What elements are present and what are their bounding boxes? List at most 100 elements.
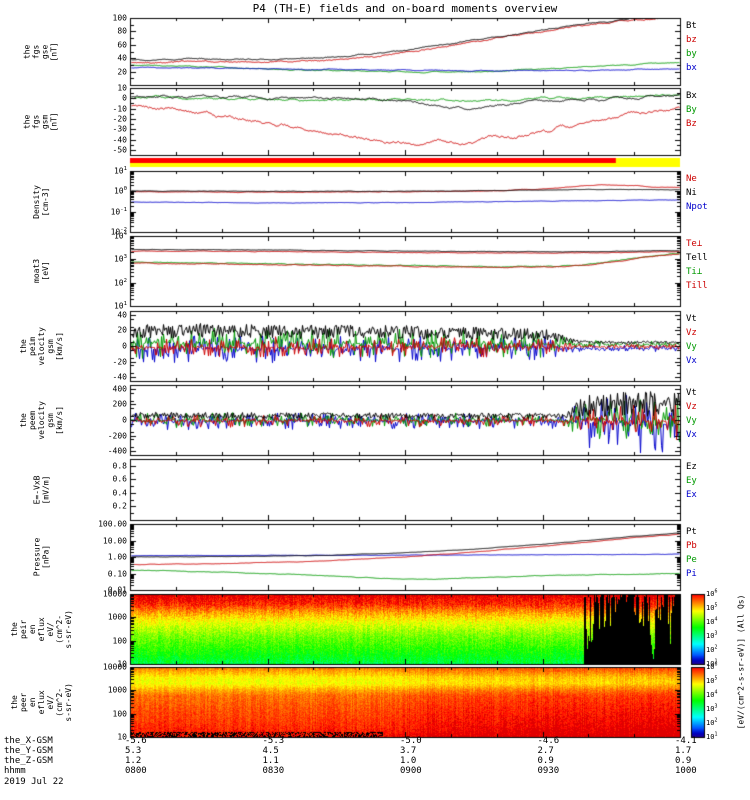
legend-label: Bz [686, 119, 697, 129]
legend-label: Tell [686, 253, 708, 263]
colorbar-tick-label: 104 [706, 616, 718, 626]
chart-title: P4 (TH-E) fields and on-board moments ov… [252, 2, 558, 15]
legend-label: Ti⊥ [686, 267, 703, 277]
y-tick-label: 400 [112, 384, 127, 394]
y-tick-label: 10-2 [110, 226, 127, 237]
x-value-label: 4.5 [262, 746, 279, 756]
x-value-label: 1.2 [125, 756, 142, 766]
legend-label: Ni [686, 188, 697, 198]
legend-label: Npot [686, 202, 708, 212]
colorbar-tick-label: 105 [706, 675, 718, 685]
y-tick-label: 80 [117, 26, 127, 36]
x-value-label: 0.9 [537, 756, 554, 766]
y-tick-label: 100 [112, 636, 127, 646]
y-tick-label: 200 [112, 399, 127, 409]
y-tick-label: -10 [112, 104, 127, 114]
colorbar-tick-label: 106 [706, 661, 718, 671]
x-value-label: -4.6 [537, 736, 560, 746]
y-tick-label: 20 [117, 325, 127, 335]
y-tick-label: 1000 [107, 612, 127, 622]
legend-label: bx [686, 63, 697, 73]
axis-row-header: the_X-GSM [4, 736, 53, 746]
colorbar-tick-label: 106 [706, 588, 718, 598]
y-tick-label: 0.10 [107, 569, 127, 578]
legend-label: Pe [686, 555, 697, 565]
y-tick-label: 0.6 [112, 474, 127, 484]
y-tick-label: 10 [117, 732, 127, 742]
y-tick-label: 104 [113, 230, 127, 241]
y-tick-label: 0.01 [107, 585, 127, 595]
legend-label: by [686, 49, 697, 59]
legend-label: Vt [686, 388, 697, 398]
y-tick-label: 1.00 [107, 552, 127, 562]
y-tick-label: -200 [107, 431, 127, 441]
x-value-label: -5.0 [400, 736, 422, 746]
y-tick-label: 103 [113, 254, 127, 264]
colorbar-unit-label: [eV/(cm^2-s-sr-eV)] (All Qs) [736, 594, 746, 730]
date-label: 2019 Jul 22 [4, 777, 64, 787]
legend-label: Vz [686, 328, 697, 338]
y-tick-label: 10000 [102, 662, 127, 672]
x-value-label: 0800 [125, 766, 147, 776]
legend-label: Vz [686, 402, 697, 412]
y-tick-label: 100 [112, 709, 127, 719]
x-value-label: 0930 [537, 766, 560, 776]
y-tick-label: 100 [112, 13, 127, 23]
x-value-label: 1000 [675, 766, 697, 776]
x-value-label: 1.0 [400, 756, 417, 766]
y-tick-label: 40 [117, 53, 127, 63]
legend-label: Vx [686, 356, 697, 366]
y-tick-label: -20 [112, 357, 127, 367]
legend-label: Pi [686, 569, 697, 579]
colorbar-tick-label: 101 [706, 658, 718, 668]
y-tick-label: 60 [117, 40, 127, 50]
legend-label: Ne [686, 174, 697, 184]
legend-label: By [686, 105, 697, 115]
x-value-label: 0.9 [675, 756, 692, 766]
colorbar-tick-label: 102 [706, 717, 718, 727]
legend-label: Ez [686, 462, 697, 472]
axis-row-header: hhmm [4, 766, 26, 776]
y-tick-label: 0 [122, 415, 127, 425]
y-tick-label: 40 [117, 310, 127, 320]
legend-label: Ex [686, 490, 697, 500]
colorbar-tick-label: 101 [706, 731, 718, 741]
y-tick-label: 10 [117, 83, 127, 93]
y-tick-label: 100 [113, 186, 127, 196]
y-tick-label: 100.00 [98, 519, 127, 529]
legend-label: Bx [686, 91, 697, 101]
y-tick-label: 20 [117, 67, 127, 77]
x-value-label: 3.7 [400, 746, 417, 756]
legend-label: Ey [686, 476, 697, 486]
y-tick-label: 0.8 [112, 461, 127, 471]
legend-label: Till [686, 281, 708, 291]
x-value-label: 5.3 [125, 746, 142, 756]
x-value-label: -4.1 [675, 736, 697, 746]
legend-label: Te⊥ [686, 239, 703, 249]
x-value-label: -5.3 [262, 736, 285, 746]
y-tick-label: 102 [113, 277, 127, 288]
y-tick-label: 10-1 [110, 206, 127, 217]
y-tick-label: 101 [113, 300, 127, 311]
legend-label: Pt [686, 527, 697, 537]
y-tick-label: 10 [117, 659, 127, 669]
x-value-label: 1.7 [675, 746, 692, 756]
y-tick-label: -50 [112, 145, 127, 155]
x-value-label: 0900 [400, 766, 422, 776]
y-tick-label: 10.00 [102, 536, 127, 545]
y-tick-label: -40 [112, 135, 127, 145]
x-value-label: 2.7 [537, 746, 554, 756]
y-tick-label: -20 [112, 114, 127, 124]
colorbar-tick-label: 104 [706, 689, 718, 699]
colorbar-tick-label: 103 [706, 703, 718, 713]
y-tick-label: 101 [113, 165, 127, 176]
y-tick-label: 0 [122, 341, 127, 351]
y-tick-label: -40 [112, 372, 127, 382]
y-tick-label: -400 [107, 446, 127, 456]
legend-label: Vy [686, 342, 697, 352]
axis-row-header: the_Y-GSM [4, 746, 53, 756]
y-tick-label: 0.4 [112, 488, 127, 498]
axis-row-header: the_Z-GSM [4, 756, 53, 766]
x-value-label: 1.1 [262, 756, 279, 766]
